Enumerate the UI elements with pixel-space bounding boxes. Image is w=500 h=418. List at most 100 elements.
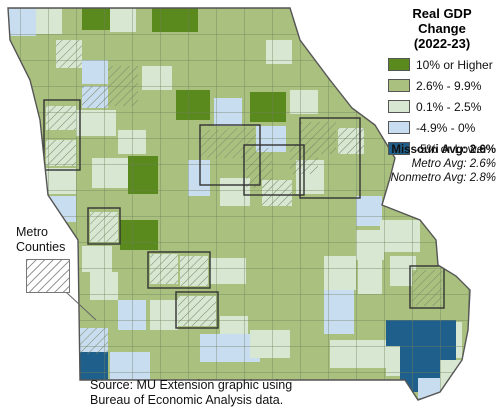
county-border-line — [8, 216, 470, 217]
legend-item-low: 0.1% - 2.5% — [388, 96, 496, 117]
county-neg — [188, 160, 210, 196]
metro-county-hatch — [80, 328, 108, 354]
county-border-line — [272, 8, 273, 400]
legend-swatch-negative — [388, 121, 410, 134]
county-neg — [82, 60, 108, 84]
metro-average: Metro Avg: 2.6% — [391, 157, 496, 171]
county-neg — [8, 8, 36, 36]
metro-area-outline — [199, 124, 261, 186]
legend-label: 2.6% - 9.9% — [416, 78, 482, 93]
county-high — [120, 220, 158, 250]
county-neg — [356, 196, 382, 226]
averages-block: Missouri Avg: 2.6% Metro Avg: 2.6% Nonme… — [391, 143, 497, 185]
legend-subtitle: (2022-23) — [413, 36, 471, 51]
metro-hatch-swatch — [26, 259, 70, 293]
county-border-line — [8, 294, 470, 295]
legend-item-very-negative: -5% or Lower — [388, 138, 496, 159]
metro-county-hatch — [150, 254, 178, 284]
county-low — [110, 8, 136, 32]
county-low — [82, 246, 112, 272]
metro-area-outline — [87, 207, 121, 245]
metro-area-outline — [409, 265, 445, 309]
county-neg — [256, 126, 286, 152]
county-high — [128, 156, 158, 194]
metro-county-hatch — [46, 140, 76, 166]
county-border-line — [8, 372, 470, 373]
legend-swatch-high — [388, 58, 410, 71]
county-border-line — [328, 8, 329, 400]
county-neg — [110, 352, 150, 380]
legend-label: 10% or Higher — [416, 57, 493, 72]
county-border-line — [76, 8, 77, 400]
county-border-line — [8, 34, 470, 35]
county-low — [220, 178, 250, 206]
county-border-line — [188, 8, 189, 400]
county-border-line — [160, 8, 161, 400]
legend-swatch-mid — [388, 79, 410, 92]
county-border-line — [8, 320, 470, 321]
county-low — [330, 340, 386, 368]
legend-item-negative: -4.9% - 0% — [388, 117, 496, 138]
county-high — [82, 8, 110, 30]
legend-swatch-very-negative — [388, 142, 410, 155]
metro-counties-key: Metro Counties — [16, 225, 70, 293]
county-neg — [324, 290, 354, 334]
missouri-average: Missouri Avg: 2.6% — [391, 143, 496, 157]
metro-counties-label-2: Counties — [16, 240, 66, 254]
county-mid — [330, 168, 360, 196]
legend-swatch-low — [388, 100, 410, 113]
county-low — [390, 256, 416, 286]
metro-area-outline — [243, 144, 305, 196]
county-border-line — [8, 164, 470, 165]
county-low — [46, 168, 76, 194]
metro-county-hatch — [180, 256, 208, 286]
metro-borders — [43, 99, 445, 329]
metro-area-outline — [147, 251, 211, 289]
county-border-line — [8, 268, 470, 269]
legend-label: 0.1% - 2.5% — [416, 99, 482, 114]
county-low — [356, 230, 384, 260]
county-low — [250, 330, 290, 358]
county-low — [290, 90, 318, 114]
legend-item-high: 10% or Higher — [388, 54, 496, 75]
metro-county-hatch — [200, 130, 228, 158]
metro-county-hatch — [56, 40, 82, 68]
county-border-line — [384, 8, 385, 400]
county-high — [176, 90, 210, 120]
county-border-line — [244, 8, 245, 400]
county-mid — [300, 340, 328, 370]
county-border-line — [8, 242, 470, 243]
legend-label: -5% or Lower — [416, 141, 488, 156]
metro-county-hatch — [262, 180, 292, 206]
metro-county-hatch — [46, 106, 76, 130]
county-border-line — [8, 346, 470, 347]
nonmetro-average-label: Nonmetro Avg: — [390, 172, 467, 184]
source-line-1: Source: MU Extension graphic using — [90, 378, 293, 392]
metro-area-outline — [175, 291, 219, 329]
county-veryneg — [78, 352, 108, 382]
county-border-line — [8, 112, 470, 113]
county-border-line — [132, 8, 133, 400]
county-border-line — [216, 8, 217, 400]
county-border-line — [8, 138, 470, 139]
county-low — [210, 258, 246, 284]
metro-counties-label: Metro — [16, 225, 48, 239]
county-low — [92, 158, 128, 188]
missouri-average-label: Missouri Avg: — [391, 144, 467, 156]
county-high — [152, 8, 198, 32]
county-low — [36, 8, 62, 34]
metro-county-hatch — [412, 270, 442, 306]
county-low — [76, 110, 116, 136]
metro-county-hatch — [178, 296, 216, 326]
metro-area-outline — [299, 117, 361, 199]
map-legend: Real GDP Change (2022-23) 10% or Higher … — [388, 6, 496, 159]
county-mid — [198, 8, 228, 32]
county-low — [150, 300, 178, 330]
source-line-2: Bureau of Economic Analysis data. — [90, 393, 284, 407]
metro-county-hatch — [82, 86, 108, 108]
county-border-line — [8, 86, 470, 87]
metro-average-value: 2.6% — [469, 158, 496, 170]
county-low — [380, 220, 420, 252]
